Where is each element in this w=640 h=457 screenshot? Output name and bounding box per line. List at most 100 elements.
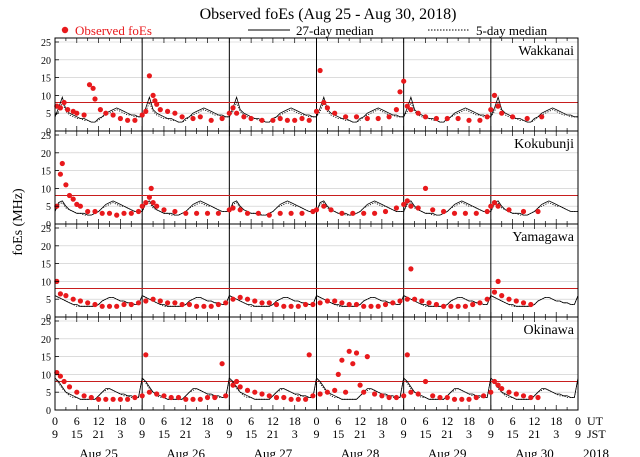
observed-point [397,298,403,304]
panel-yamagawa: 0 5 10 15 20 25 Yamagawa [41,223,579,324]
observed-point [441,208,447,215]
observed-point [488,203,494,209]
observed-point [466,396,472,402]
observed-point [201,303,207,309]
legend: Observed foEs 27-day median 5-day median [61,23,548,38]
observed-point [215,210,221,216]
observed-point [324,389,330,395]
observed-point [473,394,479,401]
y-tick-label: 20 [41,56,51,67]
observed-point [255,210,261,216]
observed-point [462,210,468,216]
observed-point [230,382,236,388]
observed-point [353,301,360,308]
observed-point [103,110,109,116]
ut-tick-label: 18 [202,414,214,428]
observed-point [430,207,436,213]
observed-point [422,378,429,385]
observed-point [448,303,454,309]
observed-point [223,393,229,399]
observed-point [270,117,276,123]
observed-point [433,301,439,308]
observed-point [135,208,142,215]
observed-point [85,300,91,306]
observed-point [299,210,305,216]
observed-point [277,210,283,216]
jst-tick-label: 3 [292,427,298,441]
observed-point [484,114,490,120]
observed-point [223,300,229,306]
jst-tick-label: 21 [180,427,192,441]
observed-point [408,203,414,209]
observed-point [204,210,211,216]
observed-point [426,300,432,306]
observed-point [241,114,247,120]
observed-point [506,296,512,302]
observed-point [57,373,64,379]
observed-point [139,112,145,118]
median5-line [54,202,578,216]
observed-point [372,210,378,216]
y-axis-label: foEs (MHz) [11,188,26,256]
observed-point [65,107,71,113]
observed-point [92,96,98,102]
observed-point [350,210,356,216]
observed-point [273,394,280,401]
ut-tick-label: 12 [528,414,540,428]
observed-point [215,301,221,308]
ut-tick-label: 0 [401,414,407,428]
observed-point [86,82,93,88]
observed-point [353,350,360,356]
observed-point [357,382,363,388]
ut-tick-label: 12 [441,414,453,428]
observed-point [332,298,338,304]
observed-point [455,303,461,309]
observed-point [404,103,410,109]
ut-tick-label: 6 [422,414,428,428]
y-tick-label: 25 [41,131,51,142]
observed-point [444,394,450,401]
observed-point [495,103,501,109]
observed-point [295,396,301,402]
observed-point [135,300,142,306]
y-tick-label: 5 [46,295,51,306]
observed-point [175,394,182,401]
observed-point [234,110,240,116]
observed-point [484,208,490,215]
observed-point [535,208,541,215]
observed-point [161,207,167,213]
observed-point [154,391,160,397]
observed-point [128,210,134,216]
observed-point [165,300,171,306]
observed-point [208,303,214,309]
jst-tick-label: 9 [52,427,58,441]
observed-point [386,114,392,120]
jst-tick-label: 21 [354,427,366,441]
observed-point [451,210,458,216]
observed-point [143,298,149,304]
observed-point [343,114,349,120]
observed-point [477,300,483,306]
observed-point [190,396,196,402]
observed-point [150,200,156,206]
observed-point [99,303,105,309]
y-tick-label: 10 [41,370,51,381]
observed-point [61,99,67,106]
observed-point [350,361,356,367]
observed-point [495,203,501,209]
observed-point [415,391,421,397]
jst-tick-label: 3 [205,427,211,441]
observed-point [230,205,236,211]
observed-point [317,300,323,306]
observed-point [266,212,272,218]
y-tick-label: 10 [41,91,51,102]
observed-point [477,117,483,123]
station-name: Wakkanai [518,44,574,59]
observed-point [161,393,167,399]
y-tick-label: 20 [41,335,51,346]
observed-point [415,110,421,116]
observed-point [386,394,392,401]
ut-tick-label: 6 [161,414,167,428]
station-panels: 0 5 10 15 20 25 Wakkanai 0 5 10 15 20 25 Kokubunji 0 5 1… [41,37,579,417]
observed-point [528,301,534,308]
